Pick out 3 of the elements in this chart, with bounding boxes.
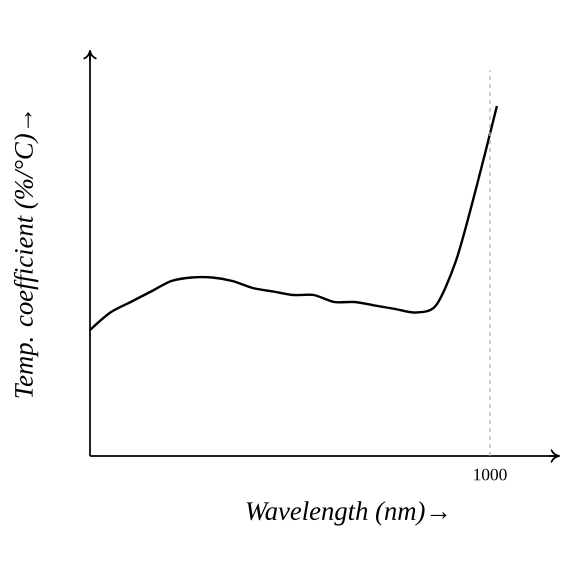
text: 1000 [474,468,507,480]
y-axis-title: Temp. coefficient (%/°C)→ [14,112,38,398]
x-axis-title: Wavelength (nm)→ [246,501,447,526]
